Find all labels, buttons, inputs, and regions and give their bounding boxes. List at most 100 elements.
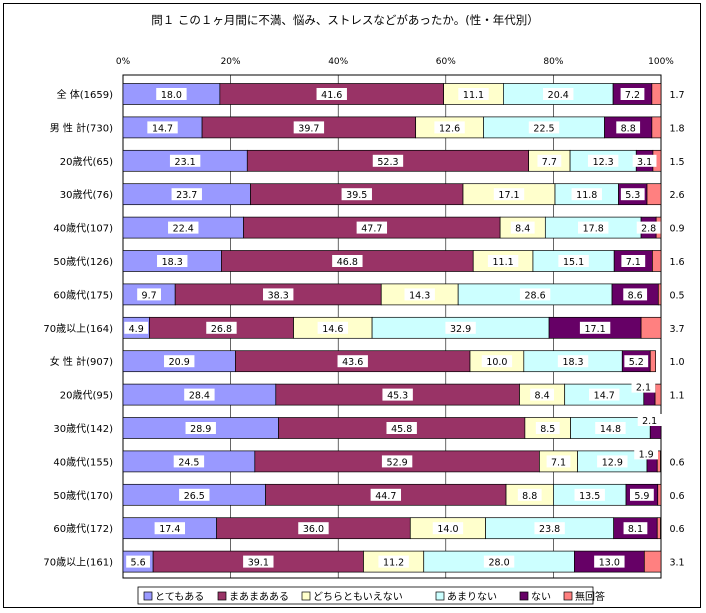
data-label-bg — [168, 221, 199, 234]
data-label-bg — [154, 522, 186, 535]
legend-label: とてもある — [155, 591, 204, 603]
data-label-bg — [631, 380, 656, 393]
data-label: 5.6 — [131, 558, 146, 569]
data-label: 52.3 — [377, 157, 398, 168]
data-label: 8.4 — [535, 391, 550, 402]
category-label: 20歳代(95) — [60, 390, 113, 402]
data-label-bg — [356, 221, 388, 234]
data-label: 7.1 — [626, 257, 641, 268]
data-label: 22.5 — [533, 123, 554, 134]
data-label: 11.2 — [383, 558, 404, 569]
category-label: 70歳以上(164) — [43, 323, 113, 335]
data-label: 1.7 — [669, 90, 684, 101]
data-label-bg — [543, 88, 574, 100]
data-label-bg — [337, 355, 368, 368]
data-label: 5.2 — [629, 357, 644, 368]
data-label: 46.8 — [337, 257, 358, 268]
chart-title: 問１ この１ヶ月間に不満、悩み、ストレスなどがあったか。(性・年代別） — [151, 13, 538, 27]
data-label: 14.6 — [322, 324, 343, 335]
data-label: 0.6 — [669, 524, 684, 535]
data-label-bg — [546, 455, 571, 468]
data-label-bg — [510, 221, 535, 234]
data-label: 17.8 — [583, 224, 604, 235]
data-label: 3.1 — [669, 558, 684, 569]
data-label: 2.6 — [669, 190, 684, 201]
data-label: 7.7 — [542, 157, 557, 168]
category-label: 20歳代(65) — [60, 156, 113, 168]
data-label-bg — [386, 422, 417, 434]
data-label-bg — [487, 255, 519, 267]
x-tick-label: 80% — [543, 57, 563, 67]
data-label-bg — [481, 355, 513, 368]
bar-segment — [651, 116, 662, 139]
data-label: 18.3 — [162, 257, 183, 268]
data-label: 0.6 — [669, 491, 684, 502]
legend-swatch — [563, 591, 573, 601]
data-label: 12.9 — [602, 457, 623, 468]
x-tick-label: 40% — [328, 57, 348, 67]
x-tick-label: 0% — [116, 57, 131, 67]
data-label: 8.8 — [522, 491, 537, 502]
data-label: 28.9 — [190, 424, 211, 435]
data-label-bg — [530, 388, 555, 401]
category-label: 50歳代(170) — [53, 490, 113, 502]
legend-swatch — [301, 591, 311, 601]
data-label: 14.8 — [600, 424, 621, 435]
data-label-bg — [316, 88, 347, 100]
data-label: 17.1 — [498, 190, 519, 201]
data-label: 8.8 — [621, 123, 636, 134]
data-label: 3.1 — [637, 157, 652, 168]
data-label: 0.6 — [669, 457, 684, 468]
data-label: 2.8 — [641, 224, 656, 235]
data-label: 11.8 — [576, 190, 597, 201]
data-label-bg — [493, 188, 525, 201]
data-label: 14.0 — [437, 524, 458, 535]
data-label-bg — [243, 555, 274, 568]
data-label: 14.7 — [594, 391, 615, 402]
x-tick-label: 20% — [221, 57, 241, 67]
data-label: 39.1 — [248, 558, 269, 569]
data-label-bg — [597, 455, 628, 468]
data-label: 52.9 — [387, 457, 408, 468]
data-label-bg — [317, 321, 349, 334]
category-label: 40歳代(155) — [53, 456, 113, 468]
data-label: 26.5 — [184, 491, 205, 502]
data-label-bg — [517, 488, 542, 501]
data-label: 1.9 — [639, 449, 654, 460]
legend-label: まあまあある — [229, 591, 289, 603]
category-label: 60歳代(172) — [53, 523, 113, 535]
legend-swatch — [435, 591, 445, 601]
data-label-bg — [263, 288, 294, 301]
data-label-bg — [157, 255, 188, 267]
data-label-bg — [179, 488, 210, 501]
data-label: 23.1 — [175, 157, 196, 168]
legend-label: 無回答 — [575, 590, 605, 603]
bar-segment — [646, 183, 662, 206]
data-label-bg — [293, 121, 325, 134]
data-label: 36.0 — [303, 524, 324, 535]
data-label: 17.1 — [585, 324, 606, 335]
legend-label: どちらともいえない — [313, 591, 403, 603]
data-label-bg — [519, 288, 551, 301]
legend-swatch — [217, 591, 227, 601]
data-label: 38.3 — [268, 290, 289, 301]
data-label-bg — [589, 388, 620, 401]
category-label: 全 体(1659) — [57, 88, 114, 101]
data-label: 14.7 — [152, 123, 173, 134]
data-label-bg — [534, 522, 565, 535]
data-label: 32.9 — [450, 324, 471, 335]
data-label-bg — [184, 388, 215, 401]
bar-segment — [656, 517, 661, 540]
data-label: 1.0 — [669, 357, 684, 368]
data-label-bg — [623, 288, 648, 301]
data-label: 0.5 — [669, 290, 684, 301]
data-label-bg — [595, 422, 626, 434]
data-label: 8.4 — [515, 224, 530, 235]
x-tick-label: 100% — [648, 57, 674, 67]
data-label: 5.9 — [634, 491, 649, 502]
data-label-bg — [637, 414, 662, 426]
bar-segment — [652, 250, 662, 272]
data-label: 10.0 — [486, 357, 507, 368]
data-label-bg — [332, 255, 363, 267]
